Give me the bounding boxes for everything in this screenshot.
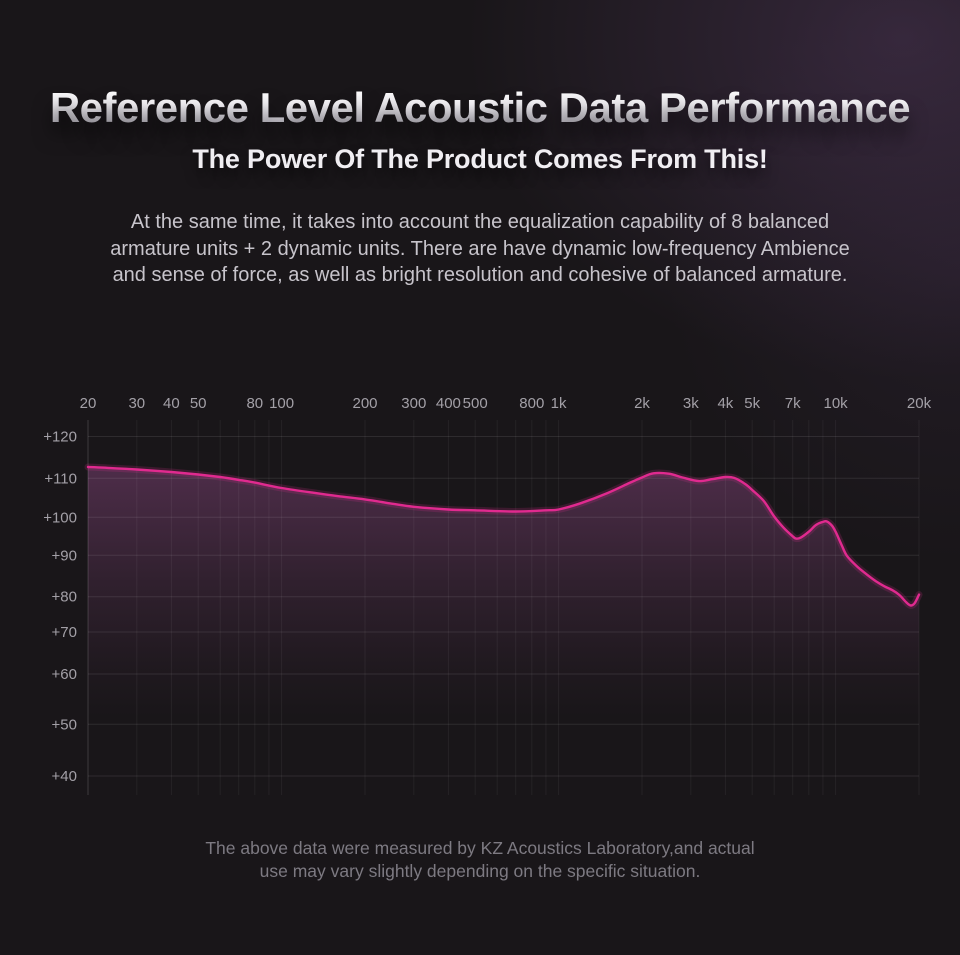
y-tick-label: +60 <box>52 666 77 683</box>
description-line: At the same time, it takes into account … <box>130 211 830 233</box>
response-fill <box>88 467 919 795</box>
x-tick-label: 40 <box>163 395 180 412</box>
response-curve <box>86 465 921 607</box>
y-tick-label: +120 <box>43 429 77 446</box>
x-tick-label: 2k <box>634 395 650 412</box>
page-title: Reference Level Acoustic Data Performanc… <box>0 84 960 132</box>
x-tick-label: 5k <box>744 395 760 412</box>
x-tick-label: 1k <box>551 395 567 412</box>
frequency-response-chart: +120 +110 +100 +90 +80 +70 +60 +50 +40 20 30 40 50 80… <box>0 385 960 820</box>
y-tick-label: +80 <box>52 589 77 606</box>
x-tick-label: 3k <box>683 395 699 412</box>
x-tick-label: 50 <box>190 395 207 412</box>
footnote-line: The above data were measured by KZ Acous… <box>205 838 755 858</box>
x-tick-label: 4k <box>717 395 733 412</box>
y-tick-label: +40 <box>52 768 77 785</box>
x-tick-label: 400 <box>436 395 461 412</box>
y-tick-label: +50 <box>52 716 77 733</box>
frequency-response-svg: +120 +110 +100 +90 +80 +70 +60 +50 +40 20 30 40 50 80… <box>43 395 932 795</box>
x-tick-label: 80 <box>246 395 263 412</box>
x-tick-label: 100 <box>269 395 294 412</box>
y-tick-label: +110 <box>44 470 77 487</box>
x-tick-label: 500 <box>463 395 488 412</box>
y-tick-label: +70 <box>52 624 77 641</box>
description-line: and sense of force, as well as bright re… <box>112 264 848 286</box>
x-tick-label: 20 <box>80 395 97 412</box>
description-line: armature units + 2 dynamic units. There … <box>110 237 850 260</box>
x-tick-label: 30 <box>128 395 145 412</box>
page-subtitle: The Power Of The Product Comes From This… <box>192 144 768 174</box>
x-tick-label: 10k <box>824 395 849 412</box>
x-tick-label: 800 <box>519 395 544 412</box>
footnote: The above data were measured by KZ Acous… <box>0 837 960 883</box>
x-tick-label: 7k <box>785 395 801 412</box>
description: At the same time, it takes into account … <box>0 209 960 289</box>
y-tick-label: +100 <box>43 509 77 526</box>
x-tick-label: 300 <box>401 395 426 412</box>
y-tick-label: +90 <box>52 547 77 564</box>
x-tick-label: 20k <box>907 395 932 412</box>
footnote-line: use may vary slightly depending on the s… <box>259 861 701 881</box>
x-tick-label: 200 <box>352 395 377 412</box>
